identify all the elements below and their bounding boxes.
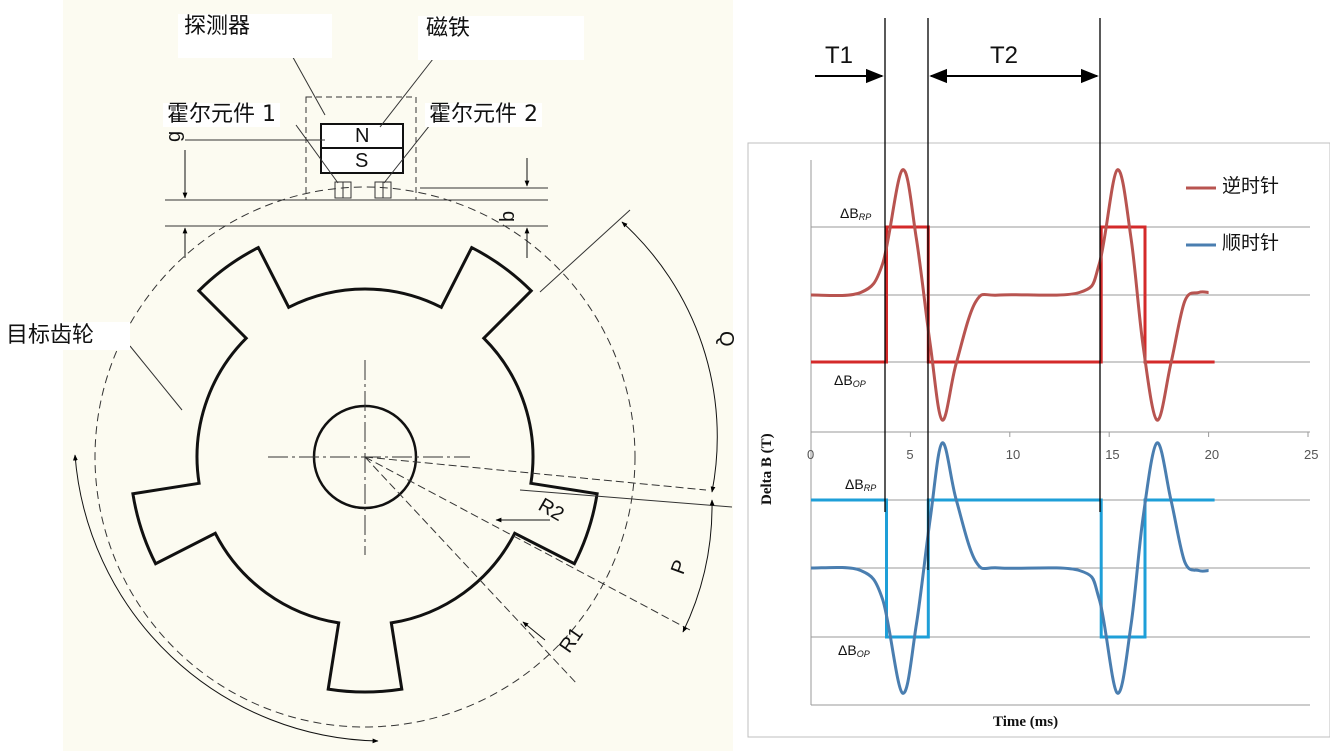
q-end-line (364, 456, 707, 491)
legend-cw-label: 顺时针 (1222, 232, 1280, 254)
target-gear-leader (129, 345, 183, 411)
g-dimension-label: g (163, 130, 185, 142)
q-dimension-label: Q (715, 331, 737, 347)
x-tick-label: 20 (1204, 447, 1220, 462)
x-tick-label: 5 (906, 447, 914, 462)
y-axis-label: Delta B (T) (759, 433, 775, 505)
legend-ccw-label: 逆时针 (1222, 175, 1280, 197)
digital-trace-ccw (811, 225, 1215, 364)
x-axis-label: Time (ms) (993, 714, 1059, 730)
hall2-leader (383, 124, 431, 184)
threshold-rp-top: ΔBRP (840, 205, 872, 222)
chart-frame (747, 142, 1330, 738)
magnet-north-pole (320, 123, 404, 149)
x-tick-label: 0 (807, 447, 815, 462)
b-dimension-label: b (497, 210, 519, 222)
north-pole-label: N (355, 125, 370, 147)
r1-radius-line (364, 456, 579, 686)
p-radius-line (364, 456, 691, 631)
threshold-op-top: ΔBOP (834, 372, 866, 389)
q-dimension-arc (621, 221, 718, 493)
p-dimension-arc (682, 499, 715, 633)
t1-label: T1 (825, 42, 854, 69)
r1-leader (522, 621, 546, 641)
hall-element-1-label: 霍尔元件 1 (163, 103, 280, 127)
detector-label: 探测器 (178, 14, 332, 58)
legend (1186, 186, 1216, 247)
x-tick-label: 25 (1304, 447, 1319, 462)
hall1-leader (295, 124, 339, 184)
q-start-line (539, 209, 631, 293)
south-pole-label: S (355, 150, 369, 172)
digital-trace-cw (811, 498, 1215, 639)
plot-area-border (747, 142, 1330, 738)
threshold-op-bottom: ΔBOP (838, 642, 870, 659)
t2-label: T2 (990, 42, 1019, 69)
target-gear-label: 目标齿轮 (0, 322, 130, 350)
magnet-leader (379, 49, 441, 128)
rotation-arrow (73, 454, 379, 744)
digital-output-traces (811, 225, 1215, 639)
detector-leader (289, 51, 326, 116)
gear-drawing (73, 49, 733, 744)
magnet-south-pole (320, 147, 404, 174)
magnet-label: 磁铁 (418, 16, 584, 60)
analog-trace-cw (810, 441, 1209, 695)
analog-trace-ccw (810, 168, 1209, 422)
threshold-rp-bottom: ΔBRP (845, 476, 877, 493)
detector-outline (305, 96, 417, 201)
hall-element-2-label: 霍尔元件 2 (425, 103, 542, 127)
x-tick-label: 15 (1105, 447, 1120, 462)
analog-signal-traces (810, 168, 1209, 695)
timing-markers (815, 18, 1101, 570)
x-tick-label: 10 (1005, 447, 1021, 462)
